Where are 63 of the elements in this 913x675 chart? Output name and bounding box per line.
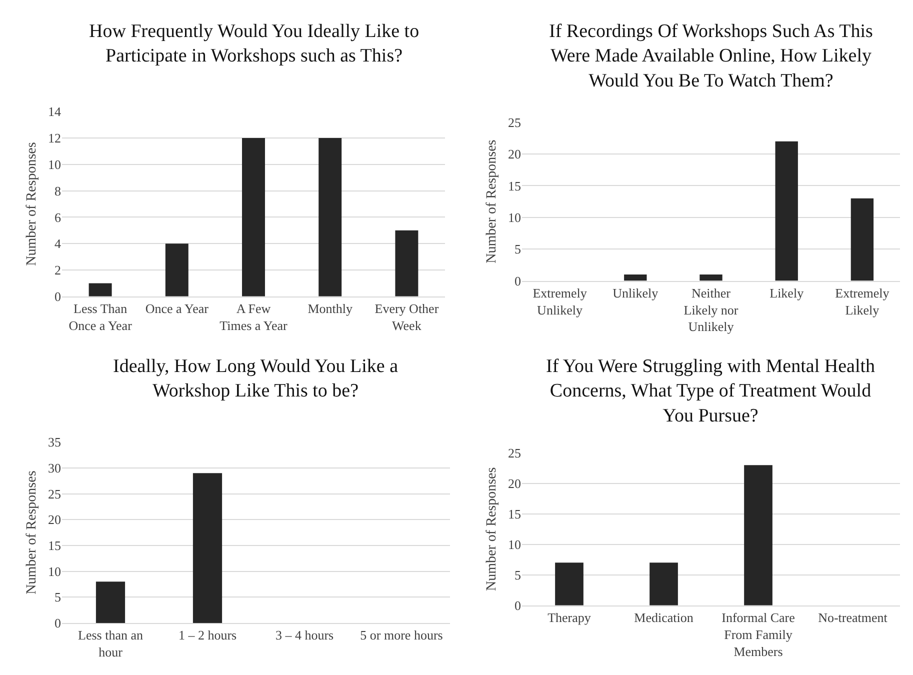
chart-title: Ideally, How Long Would You Like a Workshop Like This to be? xyxy=(113,356,399,402)
x-tick-label: Likely xyxy=(770,285,804,300)
y-tick-label: 25 xyxy=(508,114,521,130)
y-tick-label: 15 xyxy=(508,178,521,194)
bar xyxy=(850,198,874,281)
y-tick-label: 20 xyxy=(508,476,521,491)
y-tick-label: 10 xyxy=(508,536,521,552)
y-tick-label: 12 xyxy=(48,130,61,146)
bar xyxy=(395,230,418,296)
x-tick-label: 3 – 4 hours xyxy=(275,628,334,643)
y-tick-label: 0 xyxy=(514,273,521,288)
bar xyxy=(624,274,647,281)
y-tick-label: 20 xyxy=(48,512,61,528)
bar xyxy=(88,283,112,296)
x-tick-label: Neither Likely nor Unlikely xyxy=(684,285,739,334)
x-tick-label: Medication xyxy=(634,610,694,625)
y-tick-label: 0 xyxy=(54,616,61,631)
y-axis-title: Number of Responses xyxy=(484,467,500,591)
y-tick-label: 35 xyxy=(48,434,61,450)
bar xyxy=(318,138,342,296)
y-tick-label: 10 xyxy=(48,564,61,579)
bar xyxy=(775,141,798,281)
x-tick-label: No-treatment xyxy=(818,610,888,625)
y-tick-label: 20 xyxy=(508,146,521,162)
chart-title: If You Were Struggling with Mental Health Concerns, What Type of Treatment Would You Pursue? xyxy=(546,356,876,426)
x-tick-label: Less than an hour xyxy=(78,628,144,660)
y-tick-label: 0 xyxy=(54,288,61,304)
y-tick-label: 5 xyxy=(514,242,521,257)
y-axis-title: Number of Responses xyxy=(484,140,500,264)
x-tick-label: Less Than Once a Year xyxy=(68,301,133,333)
x-tick-label: 5 or more hours xyxy=(360,628,443,643)
x-tick-label: Once a Year xyxy=(145,301,210,316)
y-tick-label: 0 xyxy=(514,598,521,613)
y-axis-title: Number of Responses xyxy=(24,470,40,594)
y-tick-label: 10 xyxy=(508,210,521,225)
chart-title: How Frequently Would You Ideally Like to Participate in Workshops such as This? xyxy=(89,21,420,67)
y-axis-title: Number of Responses xyxy=(24,142,40,266)
y-tick-label: 15 xyxy=(48,538,61,554)
x-tick-label: A Few Times a Year xyxy=(220,301,288,333)
y-tick-label: 8 xyxy=(54,183,61,198)
y-tick-label: 4 xyxy=(54,236,62,252)
y-tick-label: 2 xyxy=(54,262,61,278)
y-tick-label: 15 xyxy=(508,506,521,522)
x-tick-label: 1 – 2 hours xyxy=(178,628,237,643)
x-tick-label: Therapy xyxy=(548,610,592,625)
y-tick-label: 6 xyxy=(54,210,62,225)
x-tick-label: Monthly xyxy=(308,301,353,316)
x-tick-label: Extremely Likely xyxy=(835,285,890,318)
x-tick-label: Unlikely xyxy=(612,285,659,300)
bar xyxy=(165,244,188,296)
y-tick-label: 25 xyxy=(508,445,521,460)
y-tick-label: 30 xyxy=(48,460,61,476)
y-tick-label: 5 xyxy=(54,590,61,605)
chart-title: If Recordings Of Workshops Such As This Were Made Available Online, How Likely Would You Be To Watch Them? xyxy=(549,21,873,92)
x-tick-label: Every Other Week xyxy=(374,301,440,333)
bar xyxy=(700,274,722,281)
x-tick-label: Extremely Unlikely xyxy=(532,285,588,318)
y-tick-label: 14 xyxy=(48,104,62,120)
y-tick-label: 25 xyxy=(48,486,61,502)
x-tick-label: Informal Care From Family Members xyxy=(722,610,796,659)
bar xyxy=(242,138,265,296)
y-tick-label: 10 xyxy=(48,156,61,172)
y-tick-label: 5 xyxy=(514,567,521,582)
